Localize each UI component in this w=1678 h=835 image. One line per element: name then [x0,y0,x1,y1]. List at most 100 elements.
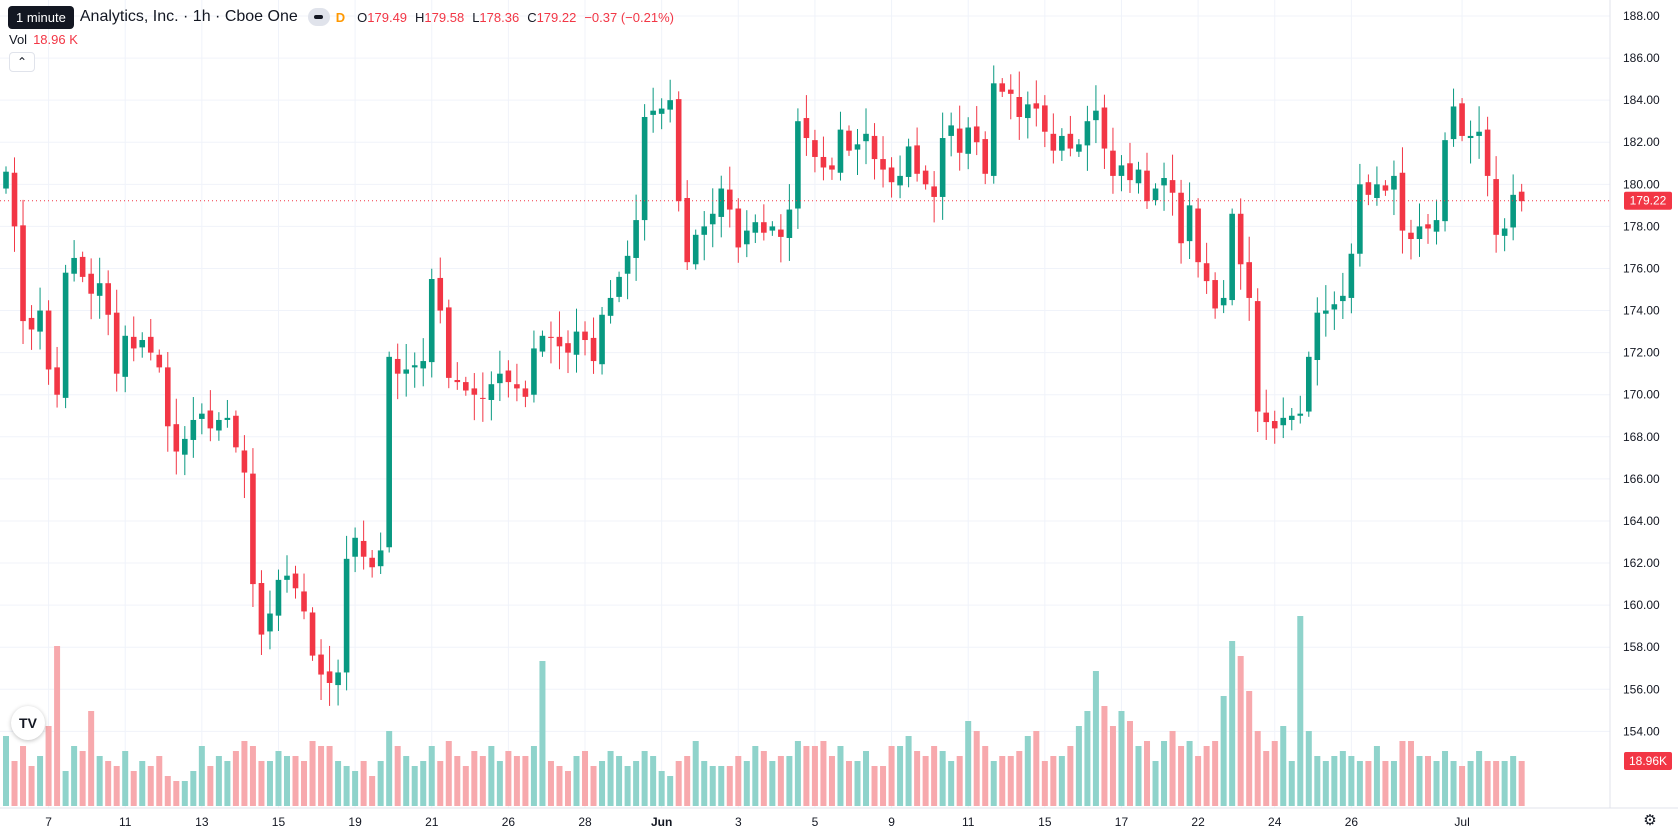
candle-body [1033,103,1040,109]
candle-body [147,336,154,353]
candle-body [1118,165,1125,176]
candle-body [1246,262,1252,298]
candle-body [837,129,844,173]
candle-body [999,83,1006,92]
candle-body [1135,169,1142,184]
minus-icon [314,15,324,19]
volume-bar [650,756,657,806]
candle-body [369,557,375,568]
time-axis[interactable]: 7 11 13 15 19 21 26 28 Jun 3 5 9 11 15 17 22 24 26 Jul [45,815,1470,829]
volume-bar [1195,756,1202,806]
data-delay-badge[interactable]: D [335,9,346,25]
gear-icon: ⚙ [1643,812,1657,829]
settings-button[interactable]: ⚙ [1641,811,1659,829]
volume-bar [411,766,418,806]
tradingview-logo[interactable]: TV [11,706,45,740]
price-axis[interactable]: 188.00 186.00 184.00 182.00 180.00 178.00 176.… [1623,9,1660,738]
candle-body [1510,194,1516,228]
volume-value: 18.96 K [33,32,78,47]
candle-body [820,156,827,168]
volume-bar [1016,751,1023,806]
candle-body [990,83,997,176]
candle-body [735,208,742,248]
candle-body [267,613,273,632]
volume-bar [1271,741,1278,806]
volume-bar [471,751,478,806]
candle-body [701,226,708,235]
candle-body [846,130,852,151]
volume-bar [394,746,401,806]
candle-body [173,424,180,452]
volume-bar [709,766,716,806]
symbol-title[interactable]: Analytics, Inc. · 1h · Cboe One [79,8,298,25]
volume-bar [897,746,904,806]
volume-bar [522,756,529,806]
candle-body [1007,89,1014,94]
candle-body [3,171,9,189]
volume-bar [1092,671,1099,806]
candle-body [241,450,248,473]
volume-bar [641,751,648,806]
volume-bar [454,756,461,806]
volume-bar [820,741,827,806]
volume-bar [845,761,852,806]
volume-bar [403,756,410,806]
candle-body [190,419,197,440]
candle-body [275,579,282,616]
price-tick-label: 158.00 [1623,640,1660,654]
volume-bar [607,751,614,806]
candle-body [62,272,69,398]
volume-bar [1501,761,1508,806]
price-tick-label: 176.00 [1623,261,1660,275]
volume-bar [181,781,188,806]
candle-body [335,672,341,686]
candle-body [778,229,784,237]
price-change: −0.37 (−0.21%) [584,9,674,25]
volume-bar [735,756,742,806]
volume-bar [318,746,325,806]
candle-body [37,310,43,332]
market-status-button[interactable] [307,8,330,26]
candle-body [931,186,937,197]
candle-body [454,379,461,383]
price-tick-label: 164.00 [1623,514,1660,528]
volume-bar [1033,731,1040,806]
candle-body [488,384,495,400]
candle-body [1408,232,1414,240]
candle-body [1237,213,1244,265]
volume-bar [1237,656,1244,806]
candle-body [1144,170,1150,202]
volume-bar [1331,756,1338,806]
candle-body [812,140,818,157]
candle-body [692,234,699,265]
volume-bar [1484,761,1491,806]
volume-bar [62,771,69,806]
candle-body [1305,356,1312,412]
volume-bar [309,741,316,806]
candle-body [411,365,418,368]
candle-body [1314,312,1321,361]
candle-body [1484,129,1491,176]
candle-body [250,473,256,585]
candle-body [1212,280,1218,309]
volume-bar [377,761,384,806]
volume-bar [437,761,444,806]
candle-body [54,367,60,395]
volume-bar [249,746,256,806]
candle-body [1288,415,1295,420]
candle-body [480,397,486,399]
candle-body [1416,226,1423,240]
volume-bar [1178,746,1185,806]
collapse-legend-button[interactable]: ⌃ [9,52,35,72]
volume-bar [990,761,997,806]
volume-bar [1118,711,1125,806]
volume-bar [1297,616,1304,806]
candle-body [548,336,554,338]
candle-body [28,317,35,330]
candle-body [182,438,188,455]
candle-body [948,125,954,136]
volume-bar [956,756,963,806]
candle-body [582,331,588,341]
volume-bar [684,756,691,806]
